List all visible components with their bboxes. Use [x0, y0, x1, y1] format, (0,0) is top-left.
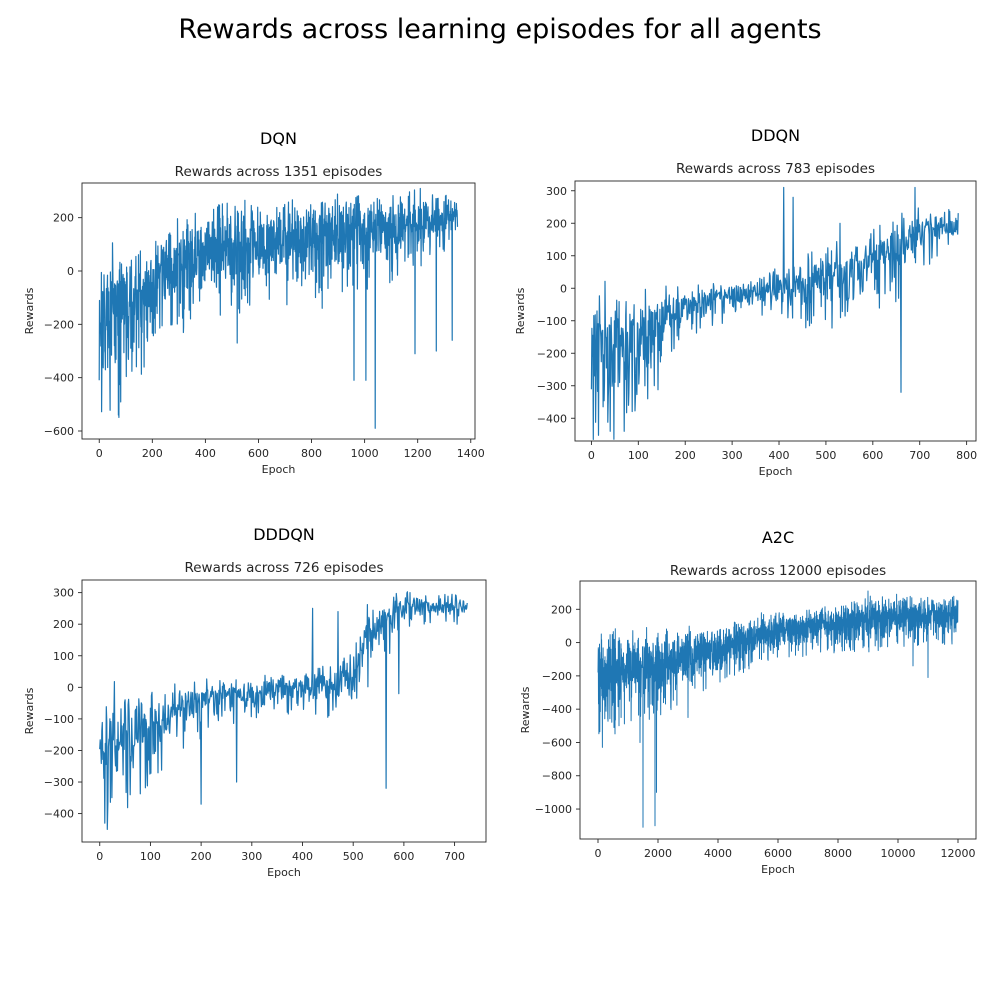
y-axis-label: Rewards	[519, 686, 532, 733]
x-axis-label: Epoch	[267, 866, 301, 879]
y-tick-label: −200	[44, 744, 74, 757]
axes-frame	[579, 580, 977, 840]
agent-name: DQN	[260, 129, 297, 148]
y-tick-label: −400	[542, 703, 572, 716]
axes-frame	[574, 180, 977, 442]
figure-title: Rewards across learning episodes for all…	[178, 14, 822, 45]
x-tick-label: 500	[343, 850, 364, 863]
y-tick-label: −200	[44, 318, 74, 331]
x-tick-label: 100	[628, 449, 649, 462]
y-tick-label: 200	[53, 618, 74, 631]
x-tick-label: 700	[444, 850, 465, 863]
agent-name: DDQN	[751, 126, 800, 145]
y-tick-label: 100	[53, 650, 74, 663]
y-axis-label: Rewards	[23, 687, 36, 734]
y-tick-label: 200	[53, 212, 74, 225]
x-tick-label: 12000	[941, 847, 976, 860]
axes-frame	[81, 182, 476, 440]
y-tick-label: −100	[537, 315, 567, 328]
x-tick-label: 0	[96, 447, 103, 460]
y-tick-label: −300	[537, 380, 567, 393]
y-tick-label: 0	[560, 282, 567, 295]
x-tick-label: 0	[595, 847, 602, 860]
y-tick-label: 200	[551, 603, 572, 616]
x-tick-label: 800	[956, 449, 977, 462]
x-tick-label: 500	[815, 449, 836, 462]
x-tick-label: 8000	[824, 847, 852, 860]
y-tick-label: −200	[542, 670, 572, 683]
chart-title: Rewards across 1351 episodes	[175, 164, 383, 180]
chart-title: Rewards across 12000 episodes	[670, 563, 886, 579]
y-tick-label: 0	[67, 681, 74, 694]
x-tick-label: 300	[722, 449, 743, 462]
axes-frame	[81, 579, 487, 843]
y-tick-label: 0	[565, 637, 572, 650]
x-tick-label: 600	[248, 447, 269, 460]
y-tick-label: −600	[542, 736, 572, 749]
x-tick-label: 300	[241, 850, 262, 863]
y-tick-label: −200	[537, 347, 567, 360]
x-tick-label: 4000	[704, 847, 732, 860]
x-tick-label: 10000	[881, 847, 916, 860]
y-tick-label: −400	[44, 372, 74, 385]
y-tick-label: −100	[44, 713, 74, 726]
y-tick-label: 200	[546, 217, 567, 230]
y-tick-label: 0	[67, 265, 74, 278]
x-tick-label: 200	[191, 850, 212, 863]
y-tick-label: 100	[546, 250, 567, 263]
x-tick-label: 0	[96, 850, 103, 863]
x-axis-label: Epoch	[761, 863, 795, 876]
agent-name: A2C	[762, 528, 794, 547]
y-tick-label: −1000	[535, 803, 572, 816]
x-tick-label: 6000	[764, 847, 792, 860]
x-tick-label: 1000	[351, 447, 379, 460]
x-tick-label: 400	[195, 447, 216, 460]
x-tick-label: 400	[769, 449, 790, 462]
x-tick-label: 1400	[457, 447, 485, 460]
y-tick-label: 300	[546, 185, 567, 198]
x-tick-label: 0	[588, 449, 595, 462]
x-tick-label: 700	[909, 449, 930, 462]
x-tick-label: 200	[142, 447, 163, 460]
x-tick-label: 1200	[404, 447, 432, 460]
y-tick-label: −600	[44, 425, 74, 438]
y-tick-label: −400	[537, 412, 567, 425]
x-tick-label: 600	[393, 850, 414, 863]
x-axis-label: Epoch	[262, 463, 296, 476]
axes-group: DDQN Rewards across 783 episodes 0 100 200 30…	[514, 126, 977, 478]
reward-series-line	[597, 590, 959, 828]
x-axis-label: Epoch	[759, 465, 793, 478]
reward-series-line	[99, 591, 468, 830]
axes-group: DDDQN Rewards across 726 episodes 0 100 200 3…	[23, 525, 487, 879]
y-axis-label: Rewards	[23, 287, 36, 334]
axes-group: DQN Rewards across 1351 episodes 0 200 400 60…	[23, 129, 485, 476]
x-tick-label: 100	[140, 850, 161, 863]
y-tick-label: −300	[44, 776, 74, 789]
x-tick-label: 200	[675, 449, 696, 462]
reward-series-line	[590, 186, 959, 440]
y-tick-label: 300	[53, 587, 74, 600]
y-axis-label: Rewards	[514, 287, 527, 334]
x-tick-label: 600	[862, 449, 883, 462]
x-tick-label: 800	[301, 447, 322, 460]
reward-series-line	[98, 187, 459, 429]
agent-name: DDDQN	[253, 525, 315, 544]
x-tick-label: 2000	[644, 847, 672, 860]
chart-title: Rewards across 783 episodes	[676, 161, 875, 177]
x-tick-label: 400	[292, 850, 313, 863]
y-tick-label: −800	[542, 770, 572, 783]
chart-title: Rewards across 726 episodes	[184, 560, 383, 576]
y-tick-label: −400	[44, 808, 74, 821]
